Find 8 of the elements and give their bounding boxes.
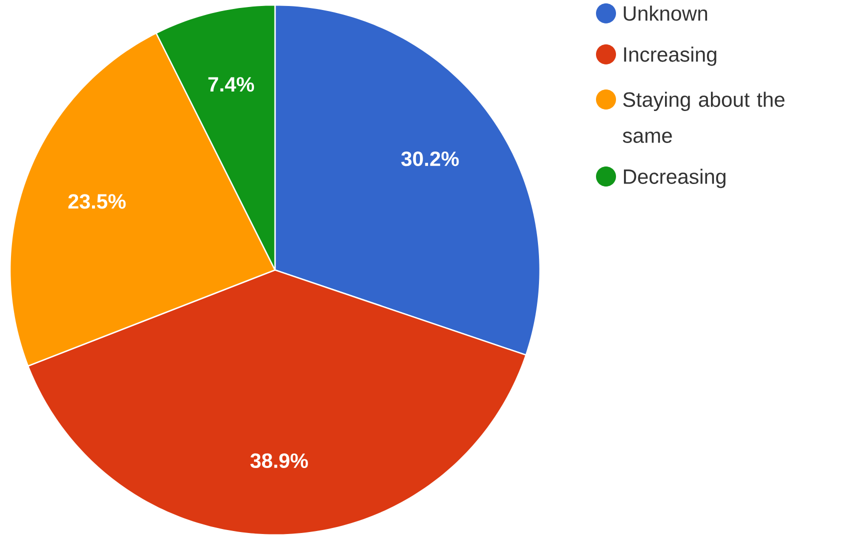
legend-label: Staying about the same [622,92,784,143]
data-label: 38.9% [250,453,308,468]
data-label: 30.2% [401,151,459,166]
legend-label: Increasing [624,46,716,66]
data-label: 23.5% [68,194,126,209]
legend-label: Decreasing [624,168,726,188]
data-label: 7.4% [208,77,254,92]
legend-label: Unknown [624,6,708,21]
